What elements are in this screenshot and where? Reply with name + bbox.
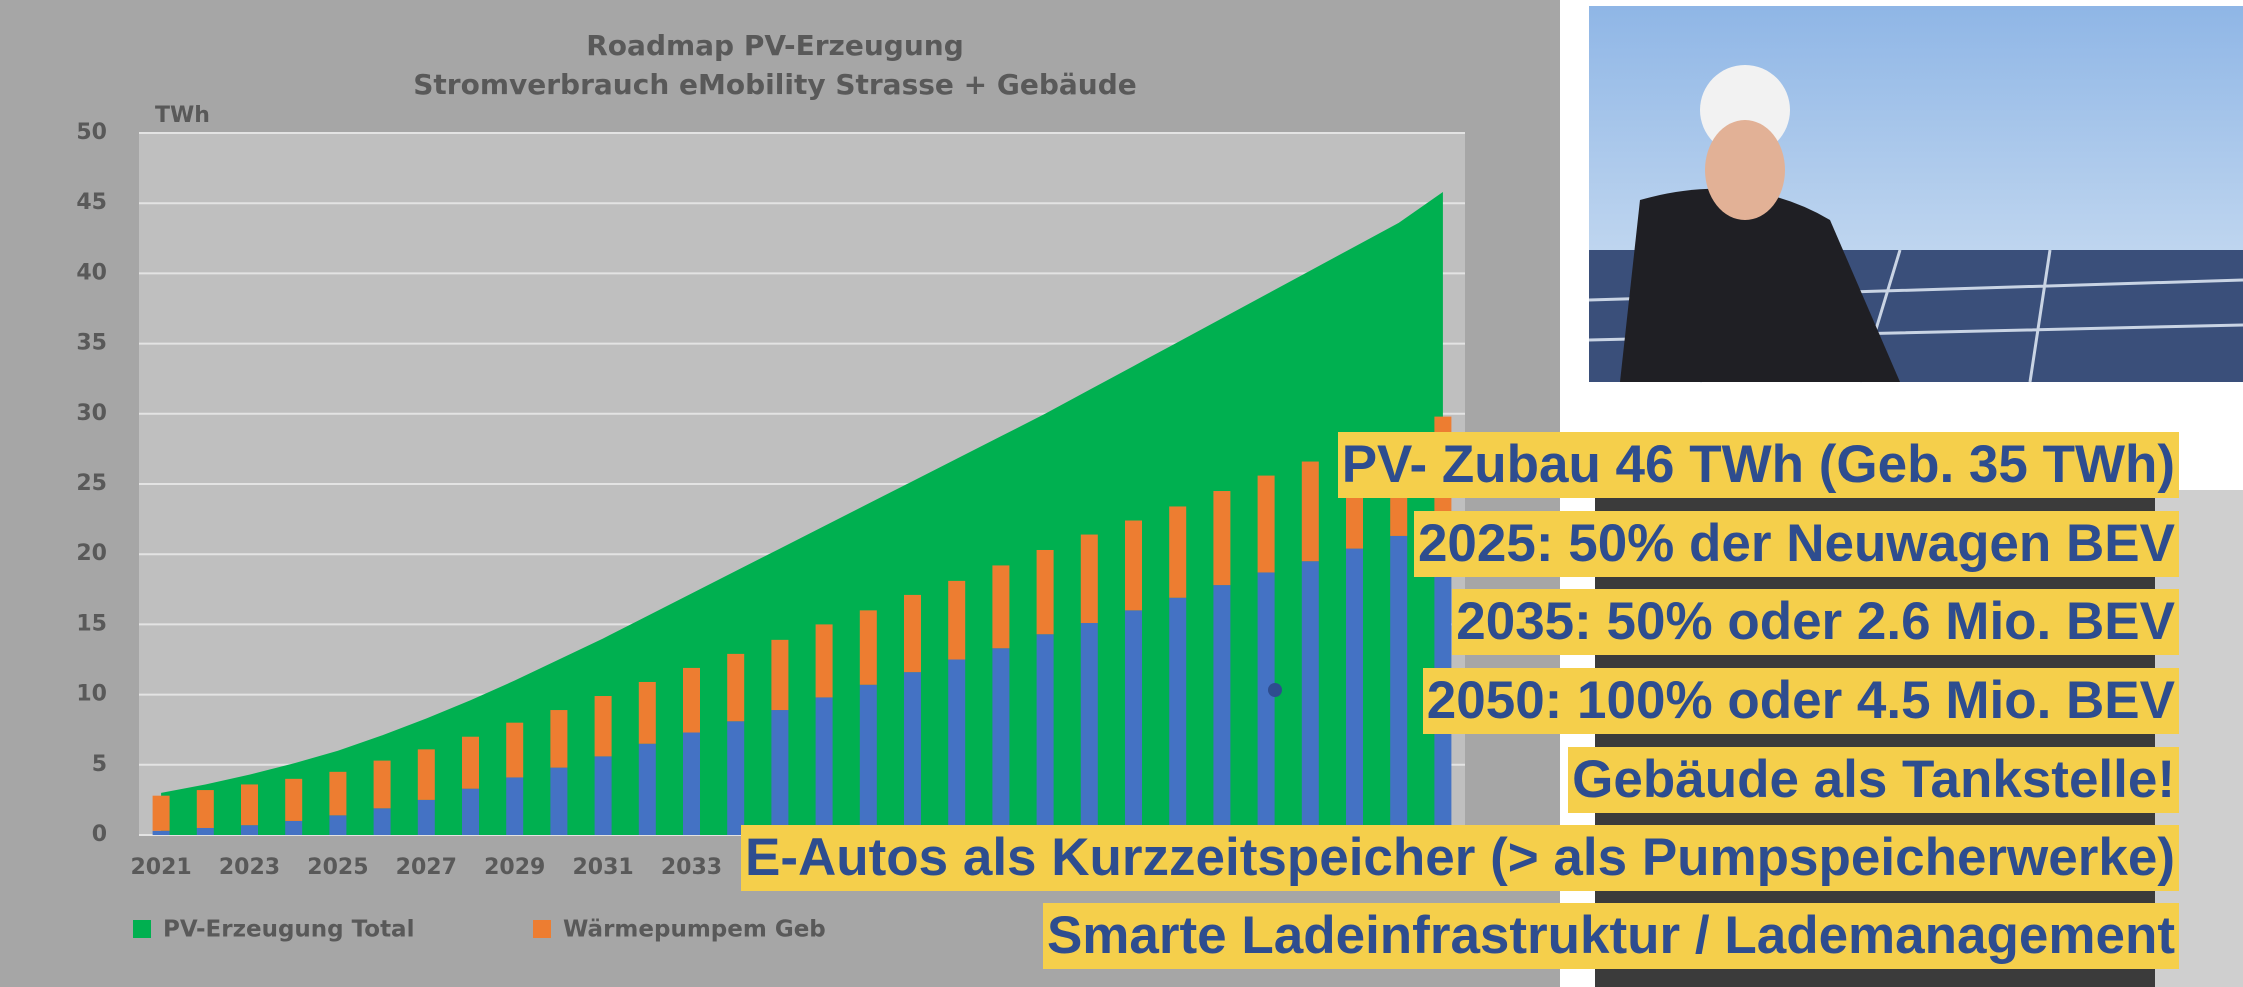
x-tick-label: 2033 [661,855,722,880]
x-tick-label: 2031 [572,855,633,880]
bar [683,733,700,835]
bar [241,784,258,825]
y-tick-label: 45 [76,190,107,215]
bar [506,777,523,835]
bar [1258,476,1275,573]
bar [816,624,833,697]
overlay-line: 2025: 50% der Neuwagen BEV [1414,511,2179,577]
y-tick-label: 40 [76,260,107,285]
y-tick-label: 20 [76,541,107,566]
chart-title: Roadmap PV-Erzeugung [586,29,963,62]
overlay-line: PV- Zubau 46 TWh (Geb. 35 TWh) [1338,432,2179,498]
bar [1213,585,1230,835]
legend-label: PV-Erzeugung Total [163,917,414,943]
bullet [1268,683,1282,697]
overlay-line: 2050: 100% oder 4.5 Mio. BEV [1423,668,2179,734]
y-tick-label: 5 [92,752,107,777]
bar [1213,491,1230,585]
y-tick-label: 0 [92,822,107,847]
y-tick-label: 30 [76,401,107,426]
photo [1589,6,2243,382]
bar [904,595,921,672]
bar [639,682,656,744]
bar [241,825,258,835]
bar [948,581,965,660]
bar [153,831,170,835]
bar [506,723,523,778]
bar [1390,536,1407,835]
overlay-line: 2035: 50% oder 2.6 Mio. BEV [1452,589,2179,655]
bar [462,737,479,789]
bar [1258,572,1275,835]
bar [727,721,744,835]
bar [1125,521,1142,611]
bar [285,779,302,821]
bar [1081,623,1098,835]
bar [683,668,700,733]
y-tick-label: 25 [76,471,107,496]
bar [374,808,391,835]
bar [1169,506,1186,597]
bar [771,710,788,835]
bar [462,789,479,835]
bar [374,761,391,809]
bar [418,800,435,835]
legend-label: Wärmepumpem Geb [563,917,826,943]
y-tick-label: 35 [76,331,107,356]
bar [904,672,921,835]
y-unit: TWh [155,103,210,128]
bar [860,685,877,835]
bar [550,710,567,768]
y-tick-label: 10 [76,682,107,707]
bar [727,654,744,721]
bar [418,749,435,800]
bar [1302,462,1319,562]
y-tick-label: 15 [76,611,107,636]
bar [992,648,1009,835]
x-tick-label: 2025 [307,855,368,880]
legend-swatch [133,920,151,938]
overlay-line: Gebäude als Tankstelle! [1568,747,2179,813]
bar [595,756,612,835]
bar [1037,634,1054,835]
overlay-line: E-Autos als Kurzzeitspeicher (> als Pump… [741,825,2179,891]
bar [948,660,965,836]
bar [197,828,214,835]
chart-title: Stromverbrauch eMobility Strasse + Gebäu… [413,68,1137,101]
overlay-line: Smarte Ladeinfrastruktur / Lademanagemen… [1043,903,2179,969]
bar [153,796,170,831]
x-tick-label: 2021 [130,855,191,880]
bar [771,640,788,710]
x-tick-label: 2023 [219,855,280,880]
bar [1169,598,1186,835]
y-tick-label: 50 [76,120,107,145]
x-tick-label: 2027 [396,855,457,880]
bar [285,821,302,835]
page: 0510152025303540455020212023202520272029… [0,0,2243,987]
bar [550,768,567,835]
bar [197,790,214,828]
x-tick-label: 2029 [484,855,545,880]
bar [1081,535,1098,623]
bar [1125,610,1142,835]
bar [992,565,1009,648]
bar [1037,550,1054,634]
bar [816,697,833,835]
bar [329,772,346,816]
bar [1302,561,1319,835]
legend-swatch [533,920,551,938]
bar [1346,549,1363,835]
bar [595,696,612,756]
bar [639,744,656,835]
bar [860,610,877,684]
bar [329,815,346,835]
